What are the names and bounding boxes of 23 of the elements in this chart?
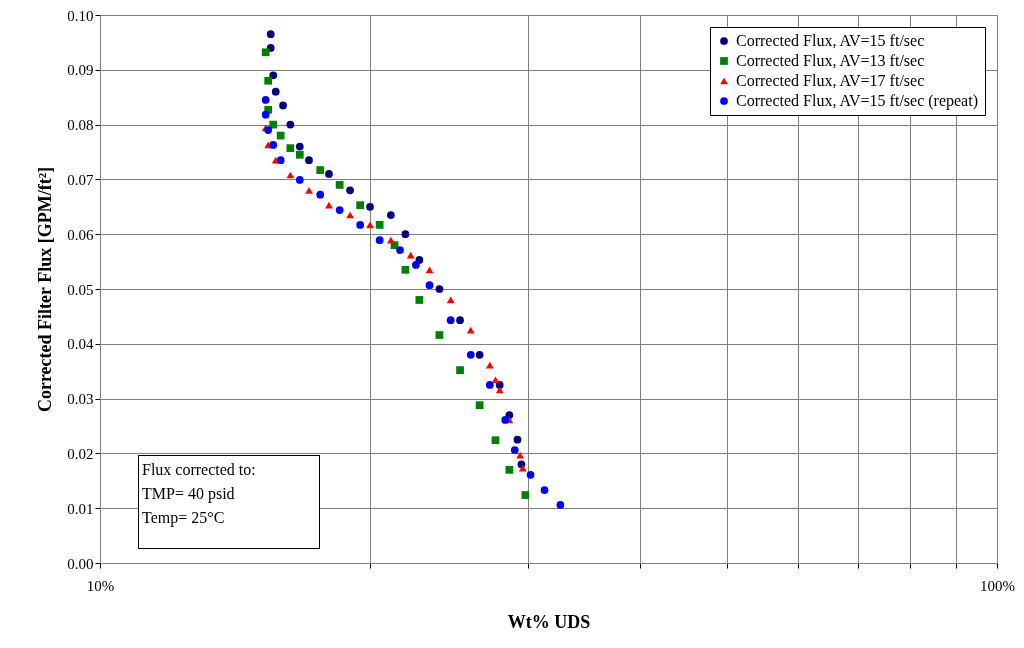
y-tick-label: 0.10 [67,7,94,24]
x-tick-label: 10% [86,577,115,594]
y-tick-label: 0.06 [67,226,94,243]
note-box: Flux corrected to: TMP= 40 psid Temp= 25°C [138,455,320,549]
annotation: TMP= 40 psid [142,484,236,505]
y-tick-label: 0.09 [67,62,94,79]
x-axis-title: Wt% UDS [507,611,591,632]
legend-label: Corrected Flux, AV=15 ft/sec [736,32,925,49]
y-tick-label: 0.04 [67,336,94,353]
y-tick-label: 0.07 [67,171,94,188]
x-tick-label: 100% [980,577,1015,594]
legend-label: Corrected Flux, AV=15 ft/sec (repeat) [736,92,978,110]
annotation: Temp= 25°C [142,508,226,529]
legend-label: Corrected Flux, AV=13 ft/sec [736,52,925,69]
y-tick-label: 0.00 [67,555,94,572]
y-tick-label: 0.05 [67,281,94,298]
y-tick-label: 0.08 [67,117,94,134]
y-tick-label: 0.03 [67,391,94,408]
legend-label: Corrected Flux, AV=17 ft/sec [736,72,925,89]
y-tick-label: 0.02 [67,445,94,462]
annotation: Flux corrected to: [142,460,257,480]
y-tick-label: 0.01 [67,500,94,517]
y-axis-title: Corrected Filter Flux [GPM/ft²] [35,166,56,413]
